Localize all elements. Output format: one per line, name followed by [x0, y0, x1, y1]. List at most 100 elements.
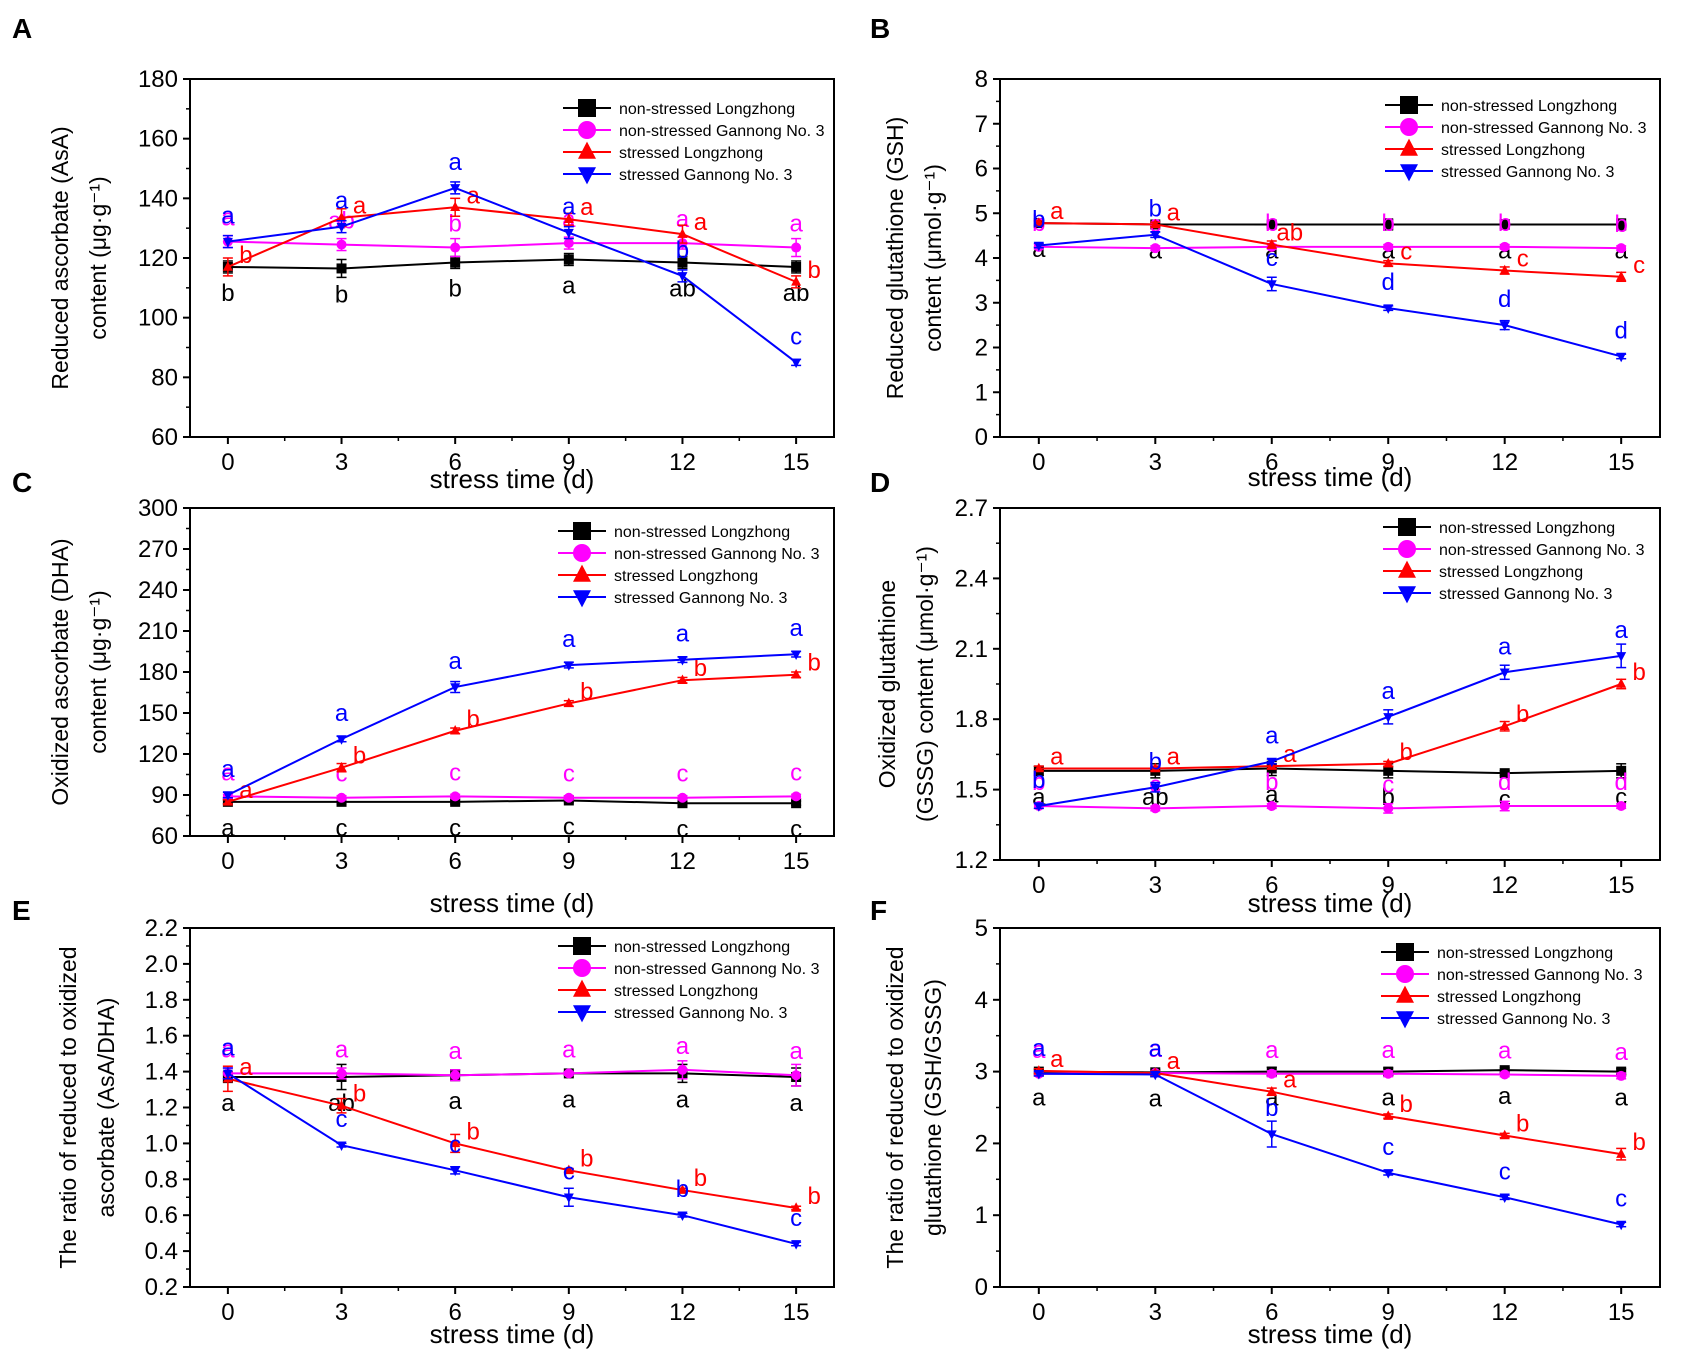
- significance-letter: a: [335, 700, 349, 727]
- y-tick-label: 1.2: [145, 1095, 178, 1122]
- x-tick-label: 6: [1265, 872, 1278, 899]
- y-tick-label: 1.5: [955, 777, 988, 804]
- series-non-stressed-gannong-no-3: bcbcdd: [1032, 769, 1628, 814]
- significance-letter: c: [1266, 245, 1278, 272]
- legend-label: stressed Gannong No. 3: [1437, 1011, 1611, 1028]
- significance-letter: a: [448, 1038, 462, 1065]
- significance-letter: b: [676, 1176, 689, 1203]
- legend-label: stressed Longzhong: [1437, 989, 1581, 1006]
- x-tick-label: 6: [1265, 449, 1278, 476]
- data-point: [336, 735, 347, 745]
- data-point: [677, 272, 688, 282]
- legend-marker: [1396, 985, 1414, 1003]
- y-tick-label: 80: [151, 364, 178, 391]
- data-point: [1150, 762, 1161, 773]
- y-tick-label: 1: [975, 1202, 988, 1229]
- y-axis-label-line1: Oxidized glutathione: [874, 580, 900, 788]
- significance-letter: a: [1167, 1048, 1181, 1075]
- data-point: [791, 791, 802, 802]
- data-point: [1266, 1068, 1277, 1079]
- data-point: [1150, 230, 1161, 241]
- data-point: [1150, 243, 1161, 254]
- x-tick-label: 0: [221, 1299, 234, 1326]
- significance-letter: a: [1149, 1036, 1163, 1063]
- significance-letter: a: [789, 615, 803, 642]
- data-point: [450, 1166, 461, 1177]
- legend-marker: [573, 590, 591, 608]
- panel-label: E: [12, 895, 31, 926]
- legend-marker: [578, 141, 596, 159]
- series-line: [1038, 245, 1622, 250]
- significance-letter: a: [221, 756, 235, 783]
- data-point: [1499, 264, 1510, 275]
- data-point: [1383, 758, 1394, 768]
- data-point: [791, 276, 802, 286]
- data-point: [677, 792, 688, 803]
- significance-letter: a: [789, 211, 803, 238]
- significance-letter: a: [1149, 1085, 1163, 1112]
- data-point: [450, 683, 461, 693]
- significance-letter: a: [1050, 1046, 1064, 1073]
- data-point: [791, 261, 802, 272]
- series-non-stressed-longzhong: b b b a ab ab: [221, 252, 809, 308]
- y-tick-label: 2: [975, 335, 988, 362]
- data-point: [677, 257, 688, 268]
- significance-letter: b: [1632, 1129, 1645, 1156]
- y-axis-label-line2: (GSSG) content (μmol·g⁻¹): [912, 546, 938, 822]
- significance-letter: b: [353, 743, 366, 770]
- significance-letter: c: [563, 761, 575, 788]
- x-tick-label: 6: [448, 449, 461, 476]
- data-point: [677, 674, 688, 684]
- series-line: [227, 795, 797, 799]
- significance-letter: ab: [1276, 220, 1303, 247]
- data-point: [450, 184, 461, 194]
- data-point: [563, 238, 574, 249]
- data-point: [336, 263, 347, 274]
- data-point: [677, 1184, 688, 1194]
- data-point: [1033, 762, 1044, 773]
- data-point: [450, 791, 461, 802]
- legend: non-stressed Longzhong non-stressed Ganno…: [1381, 943, 1643, 1029]
- significance-letter: a: [1614, 617, 1628, 644]
- significance-letter: a: [335, 1036, 349, 1063]
- data-point: [1266, 1130, 1277, 1140]
- y-tick-label: 160: [138, 126, 178, 153]
- significance-letter: b: [694, 655, 707, 682]
- significance-letter: b: [448, 275, 461, 302]
- x-tick-label: 9: [562, 1299, 575, 1326]
- significance-letter: d: [1498, 769, 1511, 796]
- significance-letter: a: [676, 621, 690, 648]
- significance-letter: a: [221, 1036, 235, 1063]
- x-tick-label: 12: [1491, 1299, 1518, 1326]
- significance-letter: a: [562, 194, 576, 221]
- legend-label: non-stressed Gannong No. 3: [1441, 120, 1647, 137]
- data-point: [1616, 652, 1627, 662]
- legend-marker: [1400, 96, 1418, 114]
- data-point: [1616, 1070, 1627, 1081]
- significance-letter: a: [580, 194, 594, 221]
- y-tick-label: 1.6: [145, 1023, 178, 1050]
- significance-letter: a: [562, 626, 576, 653]
- legend: non-stressed Longzhong non-stressed Ganno…: [558, 522, 820, 608]
- significance-letter: b: [1032, 206, 1045, 233]
- y-tick-label: 0.8: [145, 1166, 178, 1193]
- significance-letter: b: [1265, 210, 1278, 237]
- y-tick-label: 0.6: [145, 1202, 178, 1229]
- x-tick-label: 0: [1032, 1299, 1045, 1326]
- y-axis-label-line1: Reduced glutathione (GSH): [882, 117, 908, 400]
- y-tick-label: 270: [138, 536, 178, 563]
- legend-label: stressed Longzhong: [619, 145, 763, 162]
- series-line: [227, 186, 797, 364]
- data-point: [1616, 243, 1627, 254]
- data-point: [1616, 678, 1627, 688]
- significance-letter: b: [1382, 210, 1395, 237]
- significance-letter: b: [448, 211, 461, 238]
- legend-marker: [578, 167, 596, 185]
- significance-letter: a: [1149, 1035, 1163, 1062]
- legend: non-stressed Longzhong non-stressed Ganno…: [563, 99, 825, 185]
- significance-letter: d: [1498, 286, 1511, 313]
- data-point: [450, 1137, 461, 1148]
- data-point: [563, 213, 574, 223]
